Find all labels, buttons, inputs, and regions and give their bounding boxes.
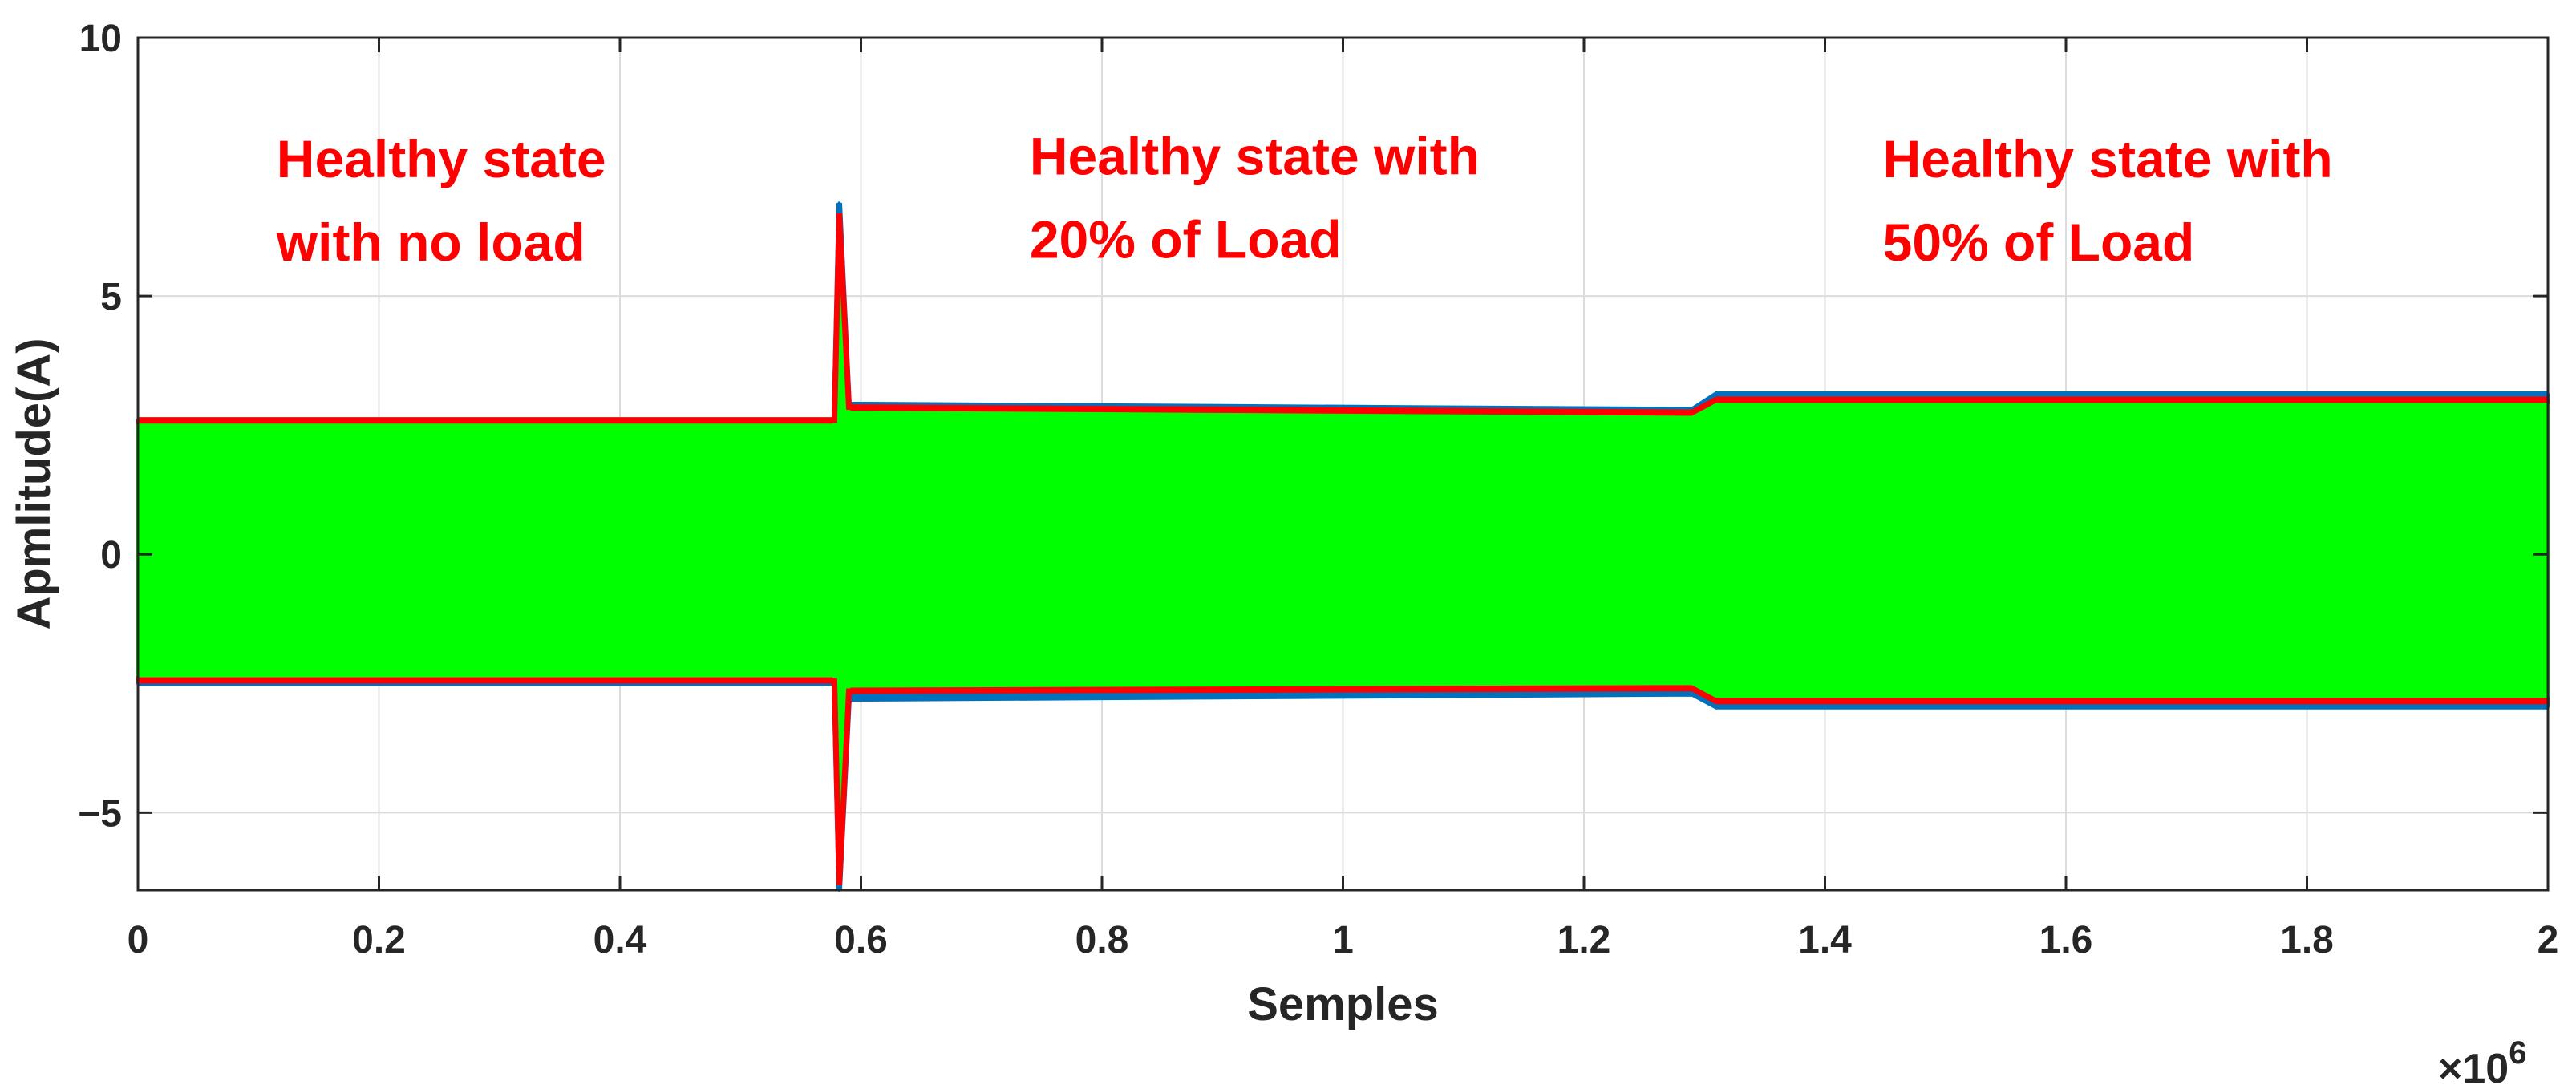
annotation: Healthy state with 50% of Load <box>1883 129 2333 272</box>
axis-ticks: 0 0.2 0.4 0.6 0.8 1 1.2 1.4 1.6 1.8 2 −5 0 5 10 <box>78 18 2558 962</box>
annotation-line: 20% of Load <box>1030 210 1342 269</box>
x-tick-label: 0.4 <box>593 919 647 962</box>
series-phase-red-upper-edge <box>138 213 2548 423</box>
y-tick-label: 10 <box>79 18 122 60</box>
annotation: Healthy state with 20% of Load <box>1030 127 1480 269</box>
x-axis-exponent-power: 6 <box>2509 1035 2526 1071</box>
annotation-line: Healthy state with <box>1030 127 1480 186</box>
x-axis-exponent: ×106 <box>2438 1035 2526 1085</box>
y-tick-label: −5 <box>78 792 122 835</box>
x-tick-label: 0.2 <box>352 919 406 962</box>
annotation-line: Healthy state with <box>1883 129 2333 188</box>
y-axis-title: Apmlitude(A) <box>8 338 60 630</box>
annotation-line: 50% of Load <box>1883 213 2195 272</box>
series-phase-red-lower-edge <box>138 678 2548 885</box>
y-tick-label: 0 <box>100 534 122 577</box>
annotation-line: with no load <box>276 213 585 272</box>
x-tick-label: 0 <box>128 919 149 962</box>
annotation: Healthy state with no load <box>276 129 606 272</box>
x-tick-label: 1 <box>1332 919 1354 962</box>
x-axis-exponent-base: ×10 <box>2438 1046 2509 1085</box>
x-tick-label: 0.8 <box>1075 919 1129 962</box>
x-tick-label: 1.4 <box>1798 919 1852 962</box>
x-tick-label: 1.2 <box>1557 919 1611 962</box>
annotation-line: Healthy state <box>277 129 606 188</box>
x-tick-label: 0.6 <box>834 919 888 962</box>
y-tick-label: 5 <box>100 276 122 318</box>
x-axis-title: Semples <box>1247 978 1439 1030</box>
x-tick-label: 1.8 <box>2280 919 2334 962</box>
x-tick-label: 2 <box>2538 919 2559 962</box>
x-tick-label: 1.6 <box>2039 919 2093 962</box>
